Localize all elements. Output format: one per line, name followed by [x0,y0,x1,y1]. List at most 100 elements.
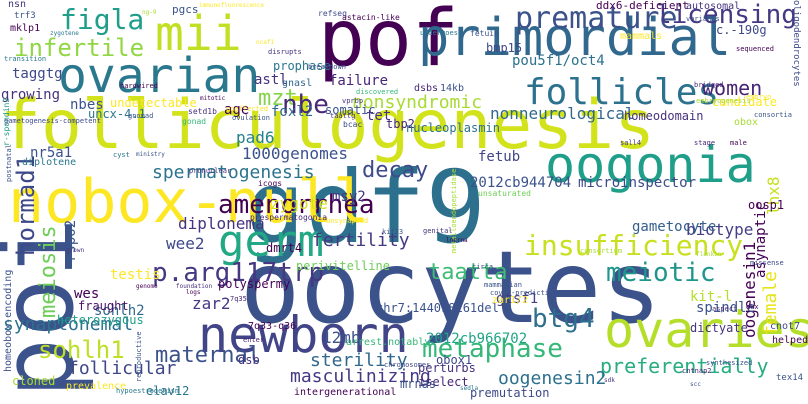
word: zar1/2 [492,295,529,306]
word: refseq [318,9,347,18]
word: newborn [198,306,409,364]
word: prespermatogonia [250,213,328,222]
word: hardwired [120,82,158,90]
word: logs [186,289,201,296]
word: ng-9 [142,9,157,16]
word: spermatogenesis [152,162,315,183]
word: sall4 [620,139,642,147]
word: gametocyte [632,219,717,235]
word: figla [60,3,145,36]
word: dmrt4 [266,241,303,255]
word: missense [750,259,784,267]
word: homeodomain [624,109,704,123]
word: cloned [12,374,56,388]
word: licensing [656,0,797,30]
word: mitotic [200,95,226,102]
word: undetectable [110,96,197,110]
word: nr5a1 [30,145,73,161]
word: spindle [696,300,756,316]
word: oogenesin2 [498,368,607,389]
word: astacin-like [342,13,400,22]
word: cntnap2 [682,367,712,375]
word: nonneurological [490,104,635,123]
word: masculinizing [290,366,431,387]
word: 12mb [322,328,361,347]
word: mammals [620,31,663,42]
word: premutation [470,386,550,400]
word: aspect [712,305,738,313]
word: failure [329,73,389,89]
word: 1000genomes [242,144,348,163]
word: dux [746,303,759,311]
word: 7q35 [230,295,247,303]
word: helped [772,335,808,346]
word: synaptonemal [3,314,134,335]
word: perturbs [418,361,476,375]
word: bcac [343,120,363,129]
word: nbe [282,90,329,120]
word: sohlh1 [38,336,125,364]
word: setd1b [188,107,217,116]
word: infertile [14,34,145,62]
word: taatta [428,260,508,285]
word: variants [686,15,720,23]
word: nucleoplasmin [406,121,500,135]
word: mrnas [400,377,437,391]
word: testis [110,267,161,283]
word: fraught [78,299,129,313]
word: btg4 [532,304,595,334]
word: genital [423,227,453,235]
word: folliculogenesis [0,86,656,165]
word: candidate [712,95,778,109]
word: vprbp [342,97,364,105]
word: uncx-4.1 [88,107,146,121]
word: insufficiency [524,229,744,262]
word: unsaturated [478,189,531,198]
word: biotype [686,220,754,239]
word: gnomad [128,112,154,120]
word: flankin [696,251,722,258]
word: women [702,76,763,100]
word: mzt [258,86,298,111]
word: mii [155,6,242,62]
word: msy2 [332,189,366,205]
word: growing [1,87,61,103]
word: tet [366,108,392,124]
word: scc [690,381,701,388]
word: fetub [478,149,521,165]
word: sdk [604,377,615,384]
word: microinspector [578,175,697,191]
word: ovulation [232,114,270,122]
word: zygote [270,194,328,213]
word: fetuin [470,29,499,38]
word: stage [694,139,716,147]
word: pof [318,0,459,84]
word: iselect [418,375,469,389]
word: ovarian [58,48,261,104]
word: embryo [746,93,772,101]
word: somatic [325,103,376,117]
word: amenorrhea [218,190,375,220]
word: sequenced [736,45,774,53]
word: mammalian [484,281,522,289]
word: kif23 [382,228,404,236]
word: breakdown [308,63,346,71]
word: pronuclear [189,167,232,175]
word: tex14 [776,373,804,383]
word: lncrna [446,237,468,244]
word: germ [218,216,324,267]
word: mklp1 [10,23,41,34]
word: gonad [182,117,207,126]
word: consortia [754,111,792,119]
word: hypoestrogenism [116,387,180,395]
word: dsb [238,353,260,367]
word: wes [74,286,100,302]
word: unsynapsed [326,217,369,225]
word: diplotene [22,157,77,168]
word: follicular [68,358,177,379]
word: gametogenesis-competent [4,117,101,125]
word: fertility [312,230,410,251]
word: immunofluorescence [199,2,265,9]
word: zar2 [192,294,231,313]
word: synthesized [706,359,753,367]
